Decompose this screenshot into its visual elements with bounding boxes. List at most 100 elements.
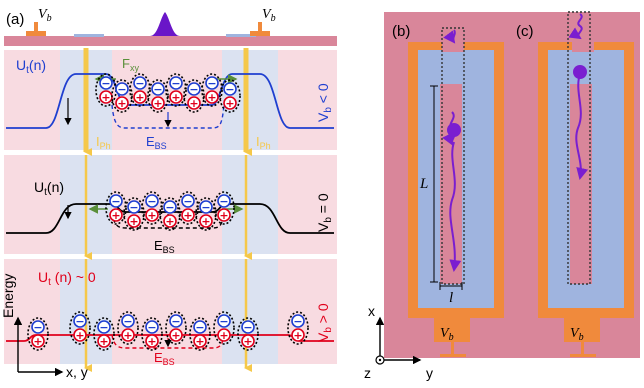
dotted-box-b: [441, 27, 465, 285]
svg-text:−: −: [219, 315, 228, 328]
exciton-pair: −+: [213, 191, 235, 225]
vb-label-b: Vb: [440, 326, 454, 343]
svg-text:+: +: [189, 97, 198, 110]
axis-y-label: y: [426, 365, 433, 381]
exciton-pairs: −+−+−+−+−+−+−+−+−+−+−+−+−+−+−+−+−+−+−+−+…: [27, 73, 309, 351]
exciton-pair: −+: [27, 317, 49, 351]
svg-text:−: −: [225, 83, 234, 96]
svg-text:−: −: [117, 83, 126, 96]
svg-text:+: +: [99, 335, 108, 348]
dimension-L: [430, 85, 438, 283]
svg-text:+: +: [135, 91, 144, 104]
svg-text:+: +: [117, 97, 126, 110]
ut-label-row1: Ut(n): [16, 57, 46, 76]
svg-text:+: +: [219, 329, 228, 342]
exciton-pulse: [150, 12, 180, 36]
svg-text:−: −: [75, 315, 84, 328]
svg-text:+: +: [219, 209, 228, 222]
vb-label-top-right: Vb: [262, 7, 276, 24]
svg-text:+: +: [207, 91, 216, 104]
svg-text:−: −: [33, 321, 42, 334]
condition-label-row3: Vb > 0: [315, 303, 334, 342]
vb-label-c: Vb: [570, 326, 584, 343]
substrate-strip: [4, 36, 337, 46]
panel-label-a: (a): [6, 11, 24, 28]
photocurrent-arrows: [83, 48, 252, 372]
ut-label-row3: Ut (n) ~ 0: [38, 269, 96, 288]
exciton-pair: −+: [165, 73, 187, 107]
panel-a: −+−+−+−+−+−+−+−+−+−+−+−+−+−+−+−+−+−+−+−+…: [0, 7, 337, 380]
dotted-box-c: [567, 11, 591, 285]
svg-text:−: −: [171, 315, 180, 328]
length-L-label: L: [419, 176, 428, 192]
potential-curve-row1-dashed: [111, 104, 225, 129]
channel-strip-left: [74, 34, 104, 37]
svg-text:−: −: [101, 77, 110, 90]
exciton-pair: −+: [183, 79, 205, 113]
exciton-pair: −+: [141, 191, 163, 225]
panel-bc: L l Vb Vb (b) (c) x y z: [364, 11, 640, 381]
svg-text:−: −: [147, 321, 156, 334]
energy-axis-label: Energy: [0, 274, 16, 318]
potential-curve-row2-dashed: [111, 211, 225, 229]
exciton-pair: −+: [69, 311, 91, 345]
svg-text:+: +: [33, 335, 42, 348]
condition-label-row1: Vb < 0: [315, 83, 334, 122]
channel-strip-right: [226, 34, 256, 37]
panel-label-c: (c): [516, 23, 534, 40]
vb-label-top-left: Vb: [38, 7, 52, 24]
svg-text:−: −: [153, 83, 162, 96]
svg-text:+: +: [165, 215, 174, 228]
svg-text:−: −: [147, 195, 156, 208]
exciton-dot-b: [447, 123, 461, 137]
svg-text:−: −: [189, 83, 198, 96]
svg-text:−: −: [123, 315, 132, 328]
svg-text:+: +: [111, 209, 120, 222]
energy-axes: [13, 316, 64, 377]
iph-label-left: IPh: [96, 134, 111, 151]
svg-text:+: +: [183, 209, 192, 222]
svg-text:+: +: [123, 329, 132, 342]
gate-electrode-left: [26, 22, 46, 36]
svg-text:−: −: [129, 201, 138, 214]
svg-text:+: +: [171, 329, 180, 342]
exciton-pair: −+: [93, 317, 115, 351]
svg-text:+: +: [225, 97, 234, 110]
svg-text:+: +: [101, 91, 110, 104]
ebs-label-row3: EBS: [154, 350, 175, 367]
svg-text:+: +: [243, 335, 252, 348]
svg-text:+: +: [171, 91, 180, 104]
exciton-pair: −+: [141, 317, 163, 351]
exciton-pair: −+: [213, 311, 235, 345]
svg-text:+: +: [201, 215, 210, 228]
device-c: [538, 11, 634, 357]
exciton-pair: −+: [129, 73, 151, 107]
exciton-pair: −+: [219, 79, 241, 113]
ut-label-row2: Ut(n): [34, 179, 64, 198]
exciton-pair: −+: [189, 317, 211, 351]
svg-text:+: +: [129, 215, 138, 228]
device-b: [408, 27, 504, 357]
dimension-l: [439, 282, 463, 290]
exciton-pair: −+: [95, 73, 117, 107]
exciton-pair: −+: [117, 311, 139, 345]
exciton-pair: −+: [123, 197, 145, 231]
axis-z-label: z: [364, 365, 371, 381]
exciton-pair: −+: [165, 311, 187, 345]
xy-axis-label: x, y: [66, 364, 88, 380]
svg-text:−: −: [243, 321, 252, 334]
svg-text:+: +: [153, 97, 162, 110]
gate-electrode-right: [250, 22, 270, 36]
exciton-pair: −+: [237, 317, 259, 351]
svg-text:−: −: [219, 195, 228, 208]
condition-label-row2: Vb = 0: [315, 193, 334, 232]
ebs-label-row1: EBS: [146, 134, 167, 151]
exciton-pair: −+: [201, 73, 223, 107]
svg-text:−: −: [293, 315, 302, 328]
exciton-pair: −+: [111, 79, 133, 113]
width-l-label: l: [449, 290, 453, 306]
svg-text:−: −: [111, 195, 120, 208]
exciton-pair: −+: [147, 79, 169, 113]
svg-text:+: +: [147, 209, 156, 222]
